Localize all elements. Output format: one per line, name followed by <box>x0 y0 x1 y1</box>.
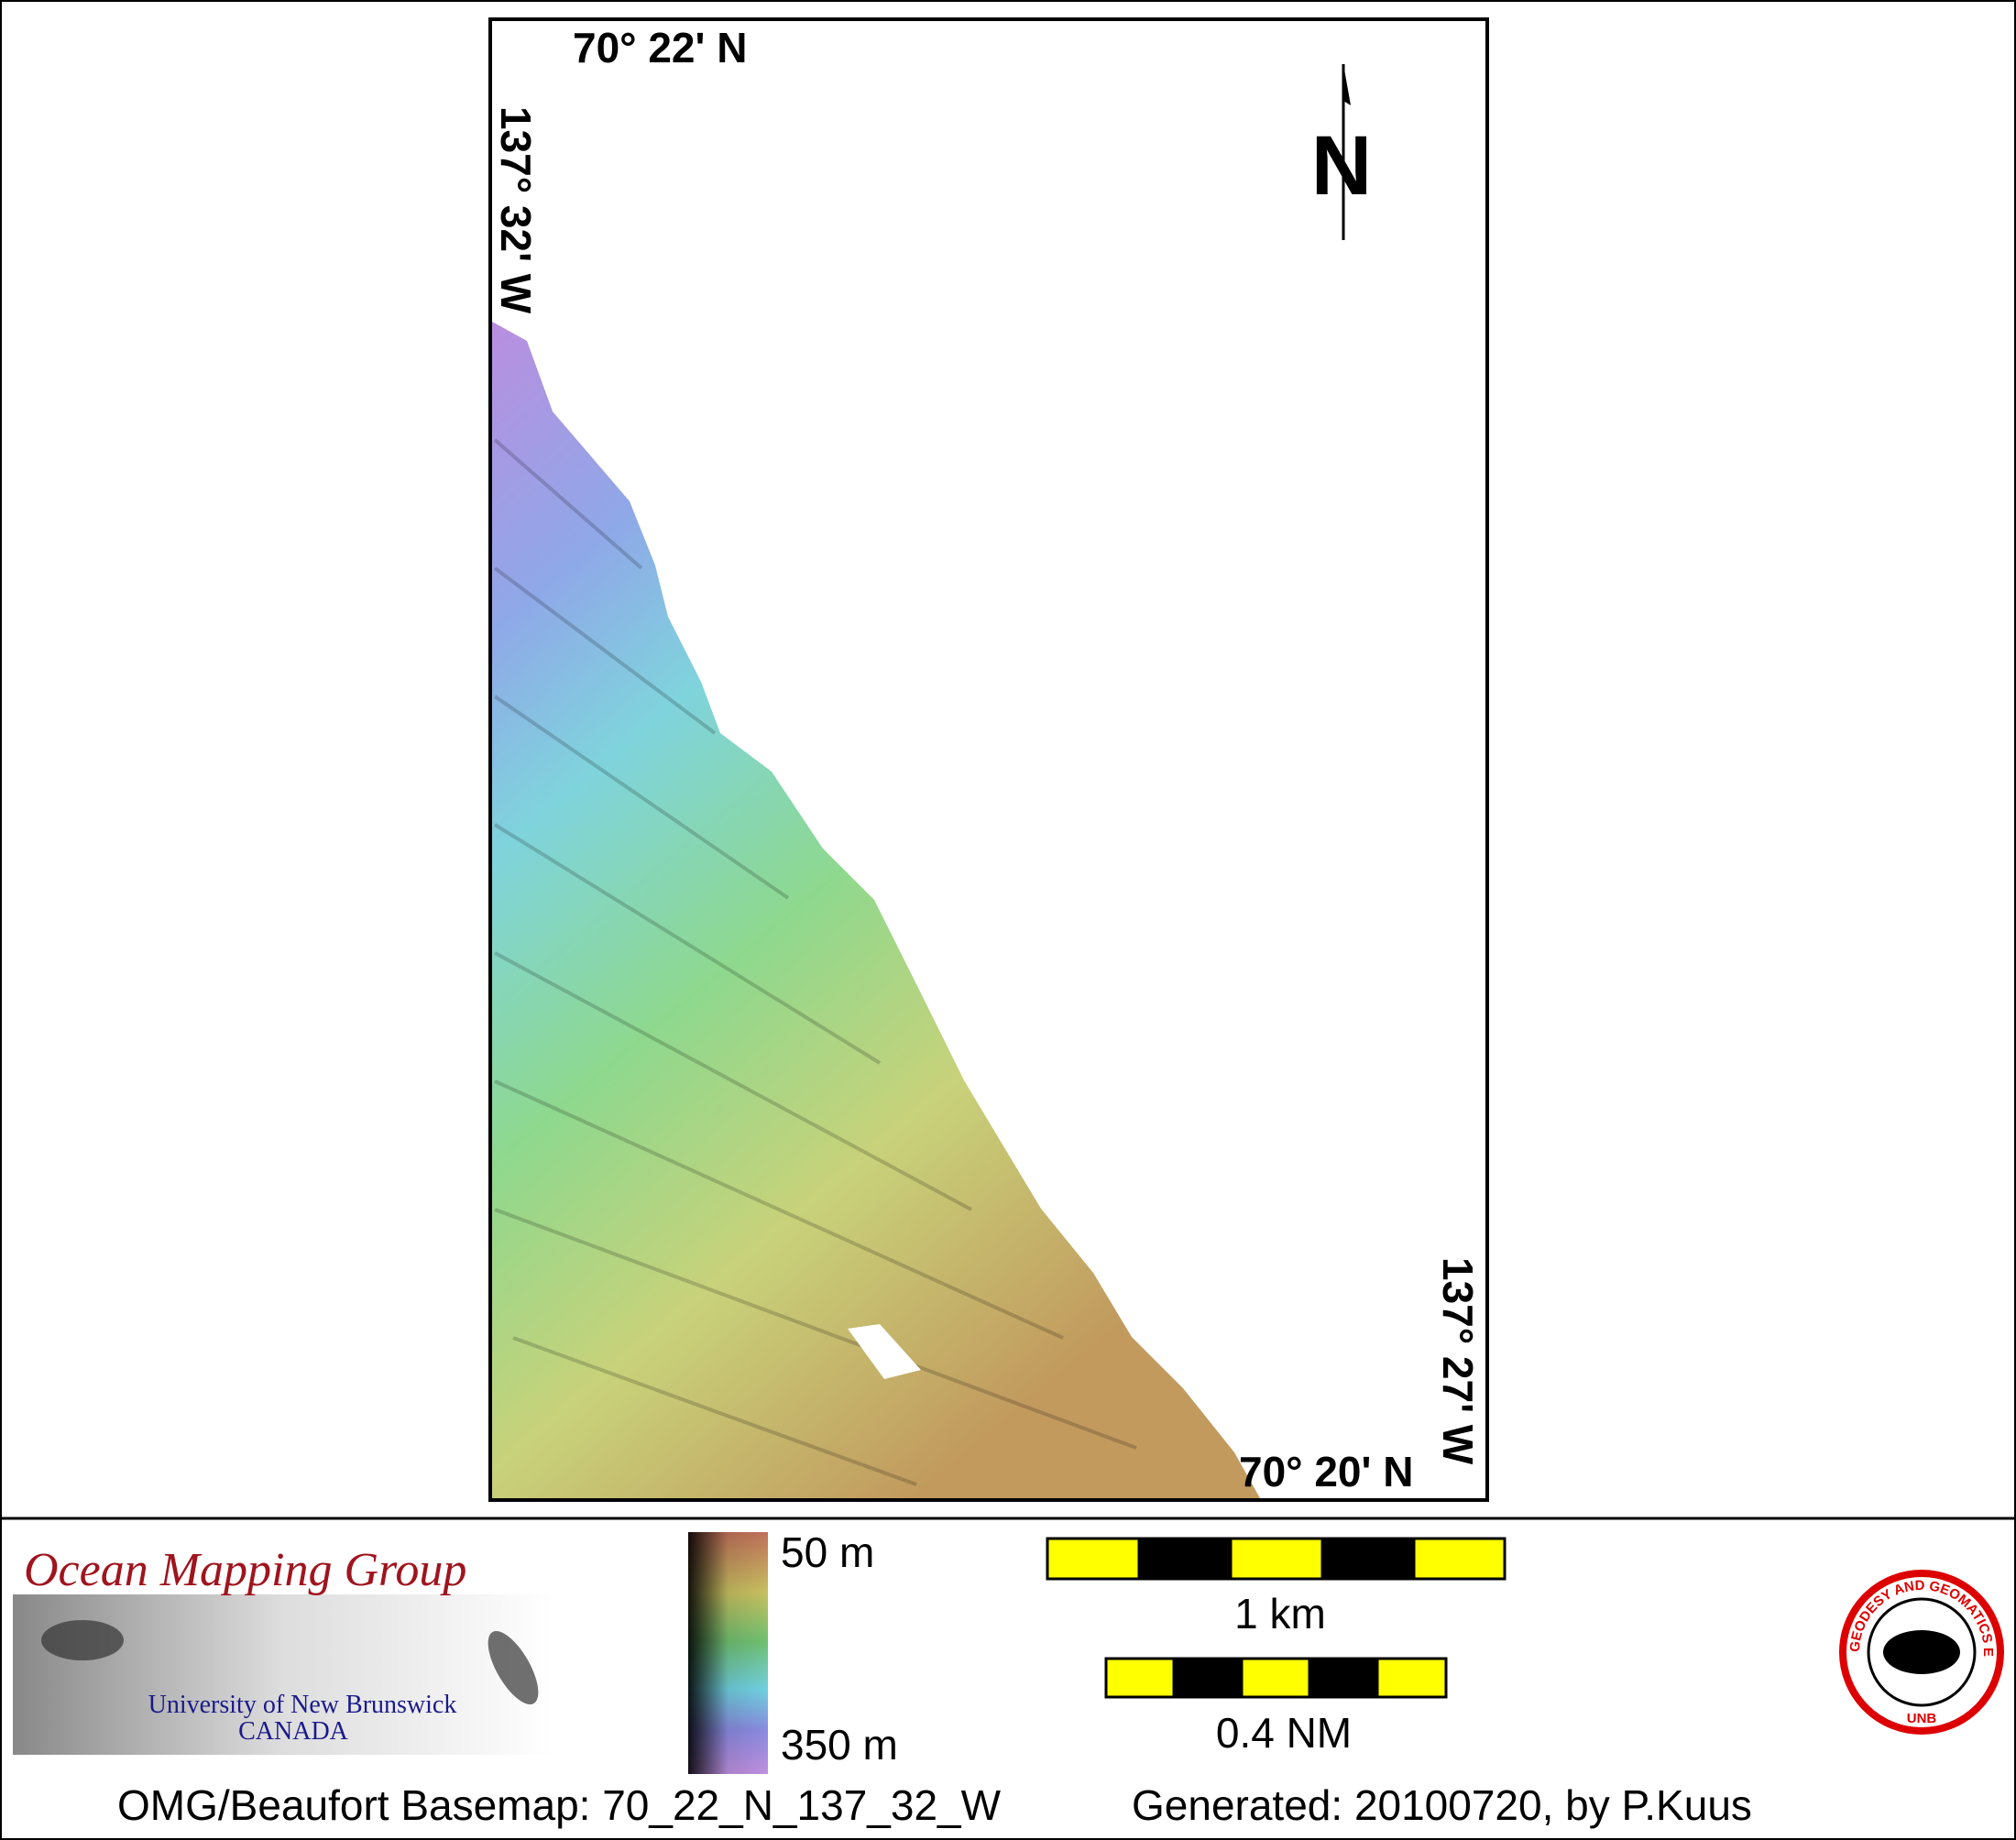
omg-logo: Ocean Mapping Group University of New Br… <box>13 1544 553 1755</box>
scale-bar-km <box>1046 1537 1507 1581</box>
logo-sonar <box>41 1620 124 1660</box>
scale-km-label: 1 km <box>1234 1590 1326 1637</box>
footer-generated: Generated: 20100720, by P.Kuus <box>1132 1781 1752 1829</box>
seabed-texture <box>493 438 1137 1486</box>
badge-continents <box>1883 1630 1960 1674</box>
logo-fish <box>488 1631 539 1704</box>
map-frame <box>488 17 1489 1502</box>
data-gap <box>848 1324 921 1379</box>
logo-university: University of New Brunswick <box>148 1691 457 1719</box>
right-longitude: 137° 27' W <box>1434 1257 1482 1465</box>
scale-bar-nm <box>1104 1657 1448 1699</box>
depth-max-label: 350 m <box>781 1721 898 1769</box>
north-arrow-head <box>1343 64 1351 105</box>
logo-country: CANADA <box>238 1717 349 1746</box>
top-latitude: 70° 22' N <box>573 24 747 71</box>
bottom-latitude: 70° 20' N <box>1239 1448 1413 1495</box>
badge-bottom: UNB <box>1907 1711 1937 1726</box>
left-longitude: 137° 32' W <box>492 106 540 314</box>
logo-image <box>13 1594 553 1755</box>
depth-colorbar-shade <box>688 1532 768 1774</box>
scale-nm-label: 0.4 NM <box>1216 1709 1352 1757</box>
bathymetry <box>492 322 1260 1498</box>
logo-title: Ocean Mapping Group <box>24 1544 466 1596</box>
footer-basemap: OMG/Beaufort Basemap: 70_22_N_137_32_W <box>117 1781 1002 1829</box>
depth-min-label: 50 m <box>781 1528 874 1576</box>
north-label: N <box>1311 119 1372 213</box>
